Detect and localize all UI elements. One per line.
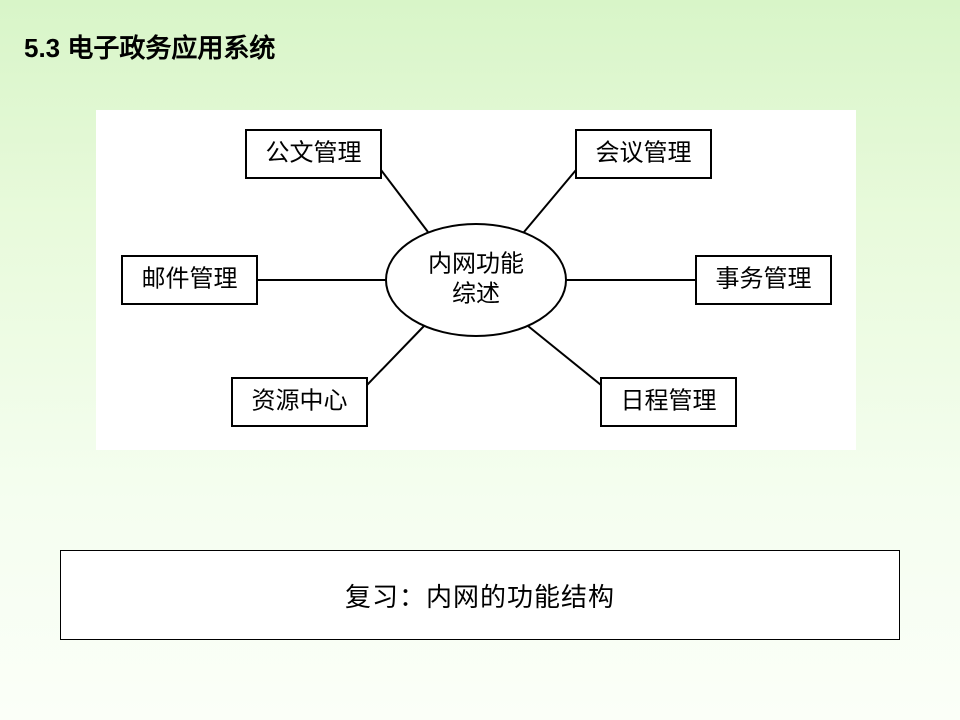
page-title: 5.3 电子政务应用系统 <box>24 28 275 65</box>
node-label-doc: 公文管理 <box>266 140 362 167</box>
node-label-meeting: 会议管理 <box>596 140 692 167</box>
edge <box>528 326 601 385</box>
center-label-line2: 综述 <box>452 281 500 308</box>
edge <box>367 326 424 385</box>
center-ellipse <box>386 224 566 336</box>
node-label-mail: 邮件管理 <box>142 266 238 293</box>
caption-text: 复习：内网的功能结构 <box>345 577 615 614</box>
center-node: 内网功能综述 <box>386 224 566 336</box>
center-label-line1: 内网功能 <box>428 251 524 278</box>
node-label-affair: 事务管理 <box>716 266 812 293</box>
caption-box: 复习：内网的功能结构 <box>60 550 900 640</box>
node-label-schedule: 日程管理 <box>621 388 717 415</box>
diagram-svg: 内网功能综述 公文管理 会议管理邮件管理 事务管理资源中心 日程管理 <box>96 110 856 450</box>
edge <box>524 170 576 232</box>
node-label-resource: 资源中心 <box>252 388 348 415</box>
edge <box>381 170 428 232</box>
diagram-panel: 内网功能综述 公文管理 会议管理邮件管理 事务管理资源中心 日程管理 <box>96 110 856 450</box>
